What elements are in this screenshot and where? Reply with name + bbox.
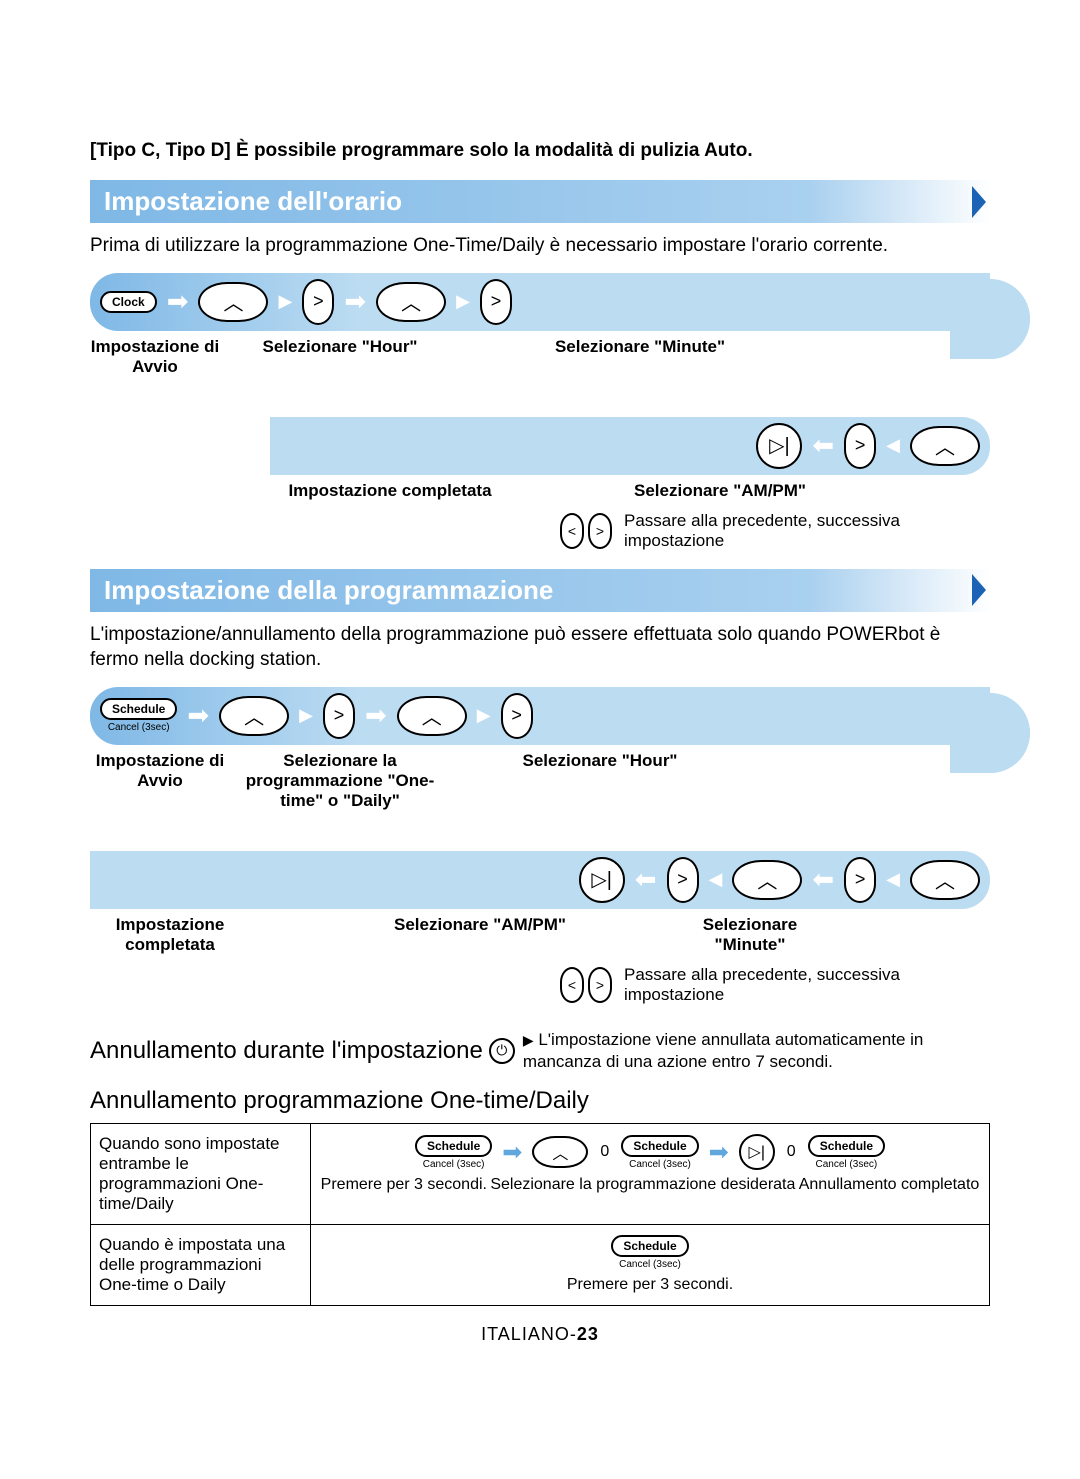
caption: Selezionare la programmazione desiderata (490, 1176, 795, 1194)
caption: Annullamento completato (799, 1176, 980, 1194)
left-icon: < (560, 967, 584, 1003)
arrow-right-icon: ➡ (365, 700, 387, 731)
right-icon: > (588, 513, 612, 549)
right-icon: > (588, 967, 612, 1003)
arrow-right-icon: ➡ (187, 700, 209, 731)
up-icon[interactable]: ︿ (732, 860, 802, 900)
right-icon[interactable]: > (844, 423, 876, 469)
label-done: Impostazione completata (270, 481, 510, 501)
label-done: Impostazione completata (90, 915, 250, 955)
right-icon[interactable]: > (323, 693, 355, 739)
page-footer: ITALIANO-23 (90, 1324, 990, 1345)
arrow-right-icon: ➡ (344, 286, 366, 317)
schedule-button[interactable]: Schedule (100, 698, 177, 720)
cancel-row1-label: Quando sono impostate entrambe le progra… (91, 1124, 311, 1225)
cancel-table: Quando sono impostate entrambe le progra… (90, 1123, 990, 1306)
play-icon: ▶ (456, 291, 470, 312)
section1-lead: Prima di utilizzare la programmazione On… (90, 233, 990, 259)
section1-header: Impostazione dell'orario (90, 180, 990, 223)
caption: Premere per 3 secondi. (319, 1276, 981, 1294)
label-ampm: Selezionare "AM/PM" (610, 481, 830, 501)
caption: Premere per 3 secondi. (321, 1176, 487, 1194)
schedule-button[interactable]: Schedule (611, 1235, 688, 1257)
section1-hint: < > Passare alla precedente, successiva … (560, 511, 990, 551)
label-minute: Selezionare "Minute" (670, 915, 830, 955)
label-hour: Selezionare "Hour" (490, 751, 710, 811)
arrow-right-icon: ➡ (502, 1138, 522, 1167)
right-icon[interactable]: > (480, 279, 512, 325)
up-icon[interactable]: ︿ (397, 696, 467, 736)
play-icon: ▶ (278, 291, 292, 312)
label-hour: Selezionare "Hour" (230, 337, 450, 377)
play-left-icon: ◀ (886, 869, 900, 890)
play-pause-icon[interactable]: ▷| (739, 1134, 775, 1170)
cancel-row2-label: Quando è impostata una delle programmazi… (91, 1225, 311, 1306)
section2-header: Impostazione della programmazione (90, 569, 990, 612)
label-start: Impostazione di Avvio (90, 751, 230, 811)
arrow-left-icon: ⬅ (635, 864, 657, 895)
play-icon: ▶ (477, 705, 491, 726)
label-start: Impostazione di Avvio (90, 337, 220, 377)
cancel-during-note: ▶ L'impostazione viene annullata automat… (523, 1029, 990, 1073)
schedule-button[interactable]: Schedule (621, 1135, 698, 1157)
label-minute: Selezionare "Minute" (530, 337, 750, 377)
intro-text: [Tipo C, Tipo D] È possibile programmare… (90, 140, 990, 162)
up-icon[interactable]: ︿ (910, 426, 980, 466)
arrow-left-icon: ⬅ (812, 864, 834, 895)
play-left-icon: ◀ (886, 435, 900, 456)
schedule-button[interactable]: Schedule (415, 1135, 492, 1157)
right-icon[interactable]: > (667, 857, 699, 903)
play-icon: ▶ (299, 705, 313, 726)
schedule-button[interactable]: Schedule (808, 1135, 885, 1157)
up-icon[interactable]: ︿ (910, 860, 980, 900)
power-icon: ⏻ (489, 1038, 515, 1064)
up-icon[interactable]: ︿ (198, 282, 268, 322)
schedule-sub: Cancel (3sec) (108, 722, 170, 733)
label-ampm: Selezionare "AM/PM" (370, 915, 590, 955)
section1-flow: Clock ➡ ︿ ▶ > ➡ ︿ ▶ > Impostazione di Av… (90, 273, 990, 501)
up-icon[interactable]: ︿ (376, 282, 446, 322)
section2-hint: < > Passare alla precedente, successiva … (560, 965, 990, 1005)
up-icon[interactable]: ︿ (532, 1136, 588, 1168)
right-icon[interactable]: > (302, 279, 334, 325)
cancel-sched-title: Annullamento programmazione One-time/Dai… (90, 1087, 990, 1115)
cancel-during-title: Annullamento durante l'impostazione ⏻ (90, 1037, 515, 1065)
section2-flow: Schedule Cancel (3sec) ➡ ︿ ▶ > ➡ ︿ ▶ > I… (90, 687, 990, 955)
right-icon[interactable]: > (844, 857, 876, 903)
up-icon[interactable]: ︿ (219, 696, 289, 736)
arrow-left-icon: ⬅ (812, 430, 834, 461)
section2-lead: L'impostazione/annullamento della progra… (90, 622, 990, 673)
right-icon[interactable]: > (501, 693, 533, 739)
label-mode: Selezionare la programmazione "One-time"… (240, 751, 440, 811)
arrow-right-icon: ➡ (167, 286, 189, 317)
clock-button[interactable]: Clock (100, 291, 157, 313)
left-icon: < (560, 513, 584, 549)
play-left-icon: ◀ (709, 869, 723, 890)
play-pause-icon[interactable]: ▷| (579, 857, 625, 903)
play-pause-icon[interactable]: ▷| (756, 423, 802, 469)
arrow-right-icon: ➡ (709, 1138, 729, 1167)
